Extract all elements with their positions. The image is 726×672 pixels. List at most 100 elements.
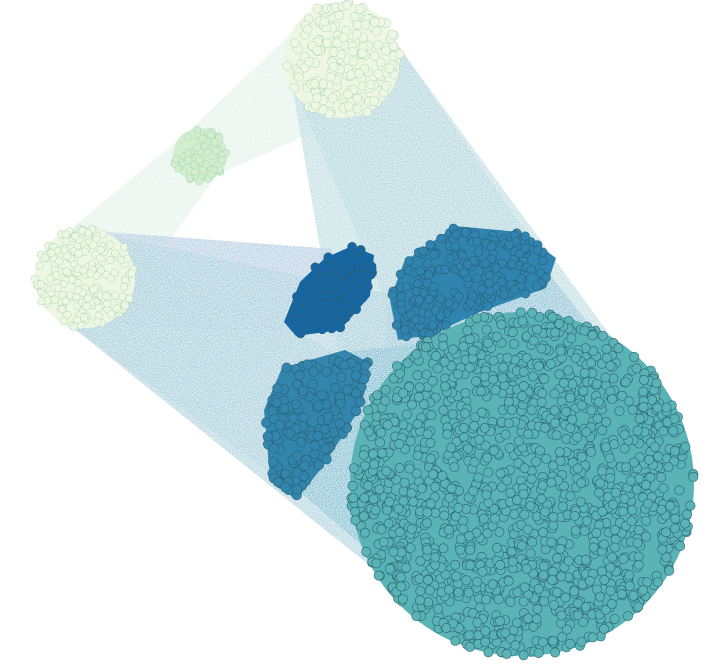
node [447, 344, 459, 355]
node [294, 370, 305, 381]
node [321, 366, 332, 377]
node [483, 467, 494, 478]
node [674, 485, 685, 496]
node [512, 587, 523, 598]
node [202, 160, 211, 169]
node [62, 267, 71, 276]
node [315, 306, 326, 317]
node [438, 543, 449, 554]
node [547, 312, 558, 323]
node [539, 422, 551, 433]
node [373, 69, 384, 79]
node [321, 454, 332, 465]
node [369, 96, 379, 106]
node [579, 525, 590, 536]
node [464, 362, 475, 373]
node [310, 262, 321, 273]
node [586, 446, 597, 457]
node [545, 358, 556, 369]
node [440, 264, 450, 275]
node [622, 611, 634, 622]
node [106, 274, 115, 283]
node [119, 283, 128, 292]
node [290, 399, 301, 410]
node [656, 504, 667, 515]
node [352, 93, 363, 104]
node [389, 70, 400, 80]
node [640, 479, 652, 490]
node [106, 255, 115, 265]
node [430, 305, 441, 316]
node [452, 369, 464, 380]
node [428, 469, 439, 480]
node [312, 93, 322, 103]
node [531, 324, 543, 335]
node [537, 480, 548, 491]
node [609, 524, 620, 536]
node [587, 632, 598, 643]
node [412, 370, 423, 381]
node [294, 72, 304, 82]
node [620, 377, 631, 388]
node [523, 613, 534, 624]
node [368, 448, 379, 460]
node [406, 399, 418, 410]
node [378, 537, 389, 548]
node [362, 107, 373, 117]
node [329, 405, 341, 416]
node [658, 426, 669, 437]
node [422, 259, 433, 269]
node [415, 266, 425, 276]
node [661, 402, 672, 413]
node [517, 540, 528, 551]
node [363, 426, 374, 437]
node [551, 430, 562, 441]
node [628, 590, 639, 601]
node [370, 505, 381, 516]
node [507, 327, 518, 338]
node [641, 531, 652, 542]
node [605, 473, 616, 484]
node [398, 388, 409, 399]
node [370, 17, 380, 28]
node [71, 232, 80, 241]
node [546, 477, 557, 488]
node [323, 411, 334, 422]
node [358, 511, 369, 522]
node [291, 315, 302, 326]
node [422, 429, 433, 440]
node [394, 368, 405, 379]
node [411, 468, 422, 479]
node [405, 436, 416, 447]
node [411, 349, 422, 360]
node [480, 440, 491, 451]
node [457, 250, 468, 261]
node [79, 266, 88, 275]
node [488, 445, 499, 456]
node [371, 558, 382, 569]
node [193, 143, 202, 152]
node [554, 369, 565, 380]
node [533, 361, 544, 372]
node [357, 292, 368, 303]
node [685, 500, 696, 511]
node [602, 491, 614, 502]
node [376, 427, 387, 438]
node [669, 523, 681, 534]
node [334, 10, 345, 21]
node [218, 155, 227, 164]
node [415, 595, 426, 606]
node [371, 26, 382, 36]
node [572, 432, 583, 443]
node [88, 241, 98, 250]
node [572, 463, 583, 474]
node [460, 227, 471, 237]
node [479, 371, 490, 382]
node [532, 281, 542, 291]
node [628, 457, 639, 468]
node [123, 254, 132, 263]
node [469, 420, 480, 431]
node [601, 416, 612, 427]
node [185, 173, 194, 182]
node [384, 563, 395, 574]
